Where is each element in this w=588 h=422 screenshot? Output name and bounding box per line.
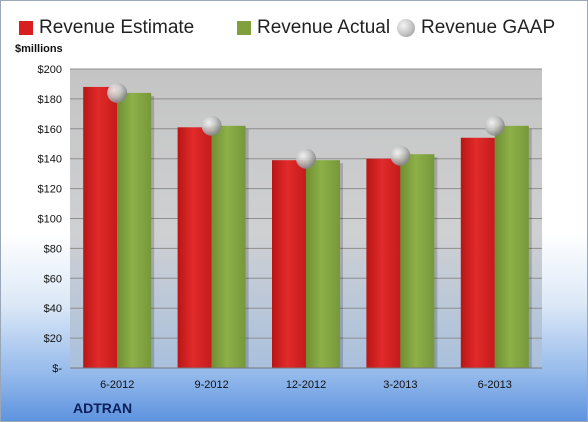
y-tick-label: $200 bbox=[38, 64, 62, 76]
bar-revenue-actual bbox=[400, 154, 435, 368]
bar-revenue-estimate bbox=[460, 137, 495, 368]
legend-marker-gaap bbox=[397, 19, 415, 37]
y-tick-label: $40 bbox=[44, 303, 62, 315]
y-tick-label: $20 bbox=[44, 333, 62, 345]
y-tick-label: $80 bbox=[44, 243, 62, 255]
bar-revenue-actual bbox=[494, 125, 529, 368]
legend-swatch-actual bbox=[237, 21, 251, 35]
bar-revenue-actual bbox=[117, 92, 152, 369]
y-tick-label: $180 bbox=[38, 94, 62, 106]
legend-label-actual: Revenue Actual bbox=[257, 17, 391, 38]
bar-revenue-estimate bbox=[177, 127, 212, 369]
marker-revenue-gaap bbox=[107, 82, 128, 103]
y-tick-label: $- bbox=[52, 363, 62, 375]
bar-revenue-estimate bbox=[272, 160, 306, 368]
legend-label-estimate: Revenue Estimate bbox=[39, 17, 195, 38]
y-tick-label: $100 bbox=[38, 214, 62, 226]
x-tick-label: 6-2013 bbox=[478, 379, 512, 391]
marker-revenue-gaap bbox=[390, 145, 411, 166]
legend-item-estimate: Revenue Estimate bbox=[19, 15, 194, 41]
y-tick-label: $140 bbox=[38, 154, 62, 166]
y-axis-unit-label: $millions bbox=[15, 43, 63, 55]
legend: Revenue Estimate Revenue Actual Revenue … bbox=[1, 15, 587, 45]
bar-revenue-estimate bbox=[366, 158, 401, 368]
bar-revenue-actual bbox=[306, 160, 340, 368]
legend-swatch-estimate bbox=[19, 21, 33, 35]
x-axis-ticks: 6-2012 9-2012 12-2012 3-2013 6-2013 bbox=[100, 379, 512, 391]
legend-item-actual: Revenue Actual bbox=[237, 15, 390, 41]
bar-revenue-actual bbox=[211, 125, 246, 368]
legend-label-gaap: Revenue GAAP bbox=[421, 17, 556, 38]
company-name: ADTRAN bbox=[73, 400, 133, 416]
legend-item-gaap: Revenue GAAP bbox=[397, 15, 555, 41]
x-tick-label: 9-2012 bbox=[194, 379, 228, 391]
marker-revenue-gaap bbox=[296, 148, 316, 169]
y-tick-label: $160 bbox=[38, 124, 62, 136]
y-tick-label: $120 bbox=[38, 184, 62, 196]
x-tick-label: 12-2012 bbox=[286, 379, 326, 391]
bars bbox=[83, 86, 532, 369]
marker-revenue-gaap bbox=[484, 115, 505, 136]
y-tick-label: $60 bbox=[44, 273, 62, 285]
bar-revenue-estimate bbox=[83, 86, 118, 368]
gaap-markers bbox=[107, 82, 505, 169]
x-tick-label: 6-2012 bbox=[100, 379, 134, 391]
x-tick-label: 3-2013 bbox=[383, 379, 417, 391]
marker-revenue-gaap bbox=[201, 115, 222, 136]
y-axis-ticks: $- $20 $40 $60 $80 $100 $120 $140 $160 $180 $200 bbox=[38, 64, 63, 375]
